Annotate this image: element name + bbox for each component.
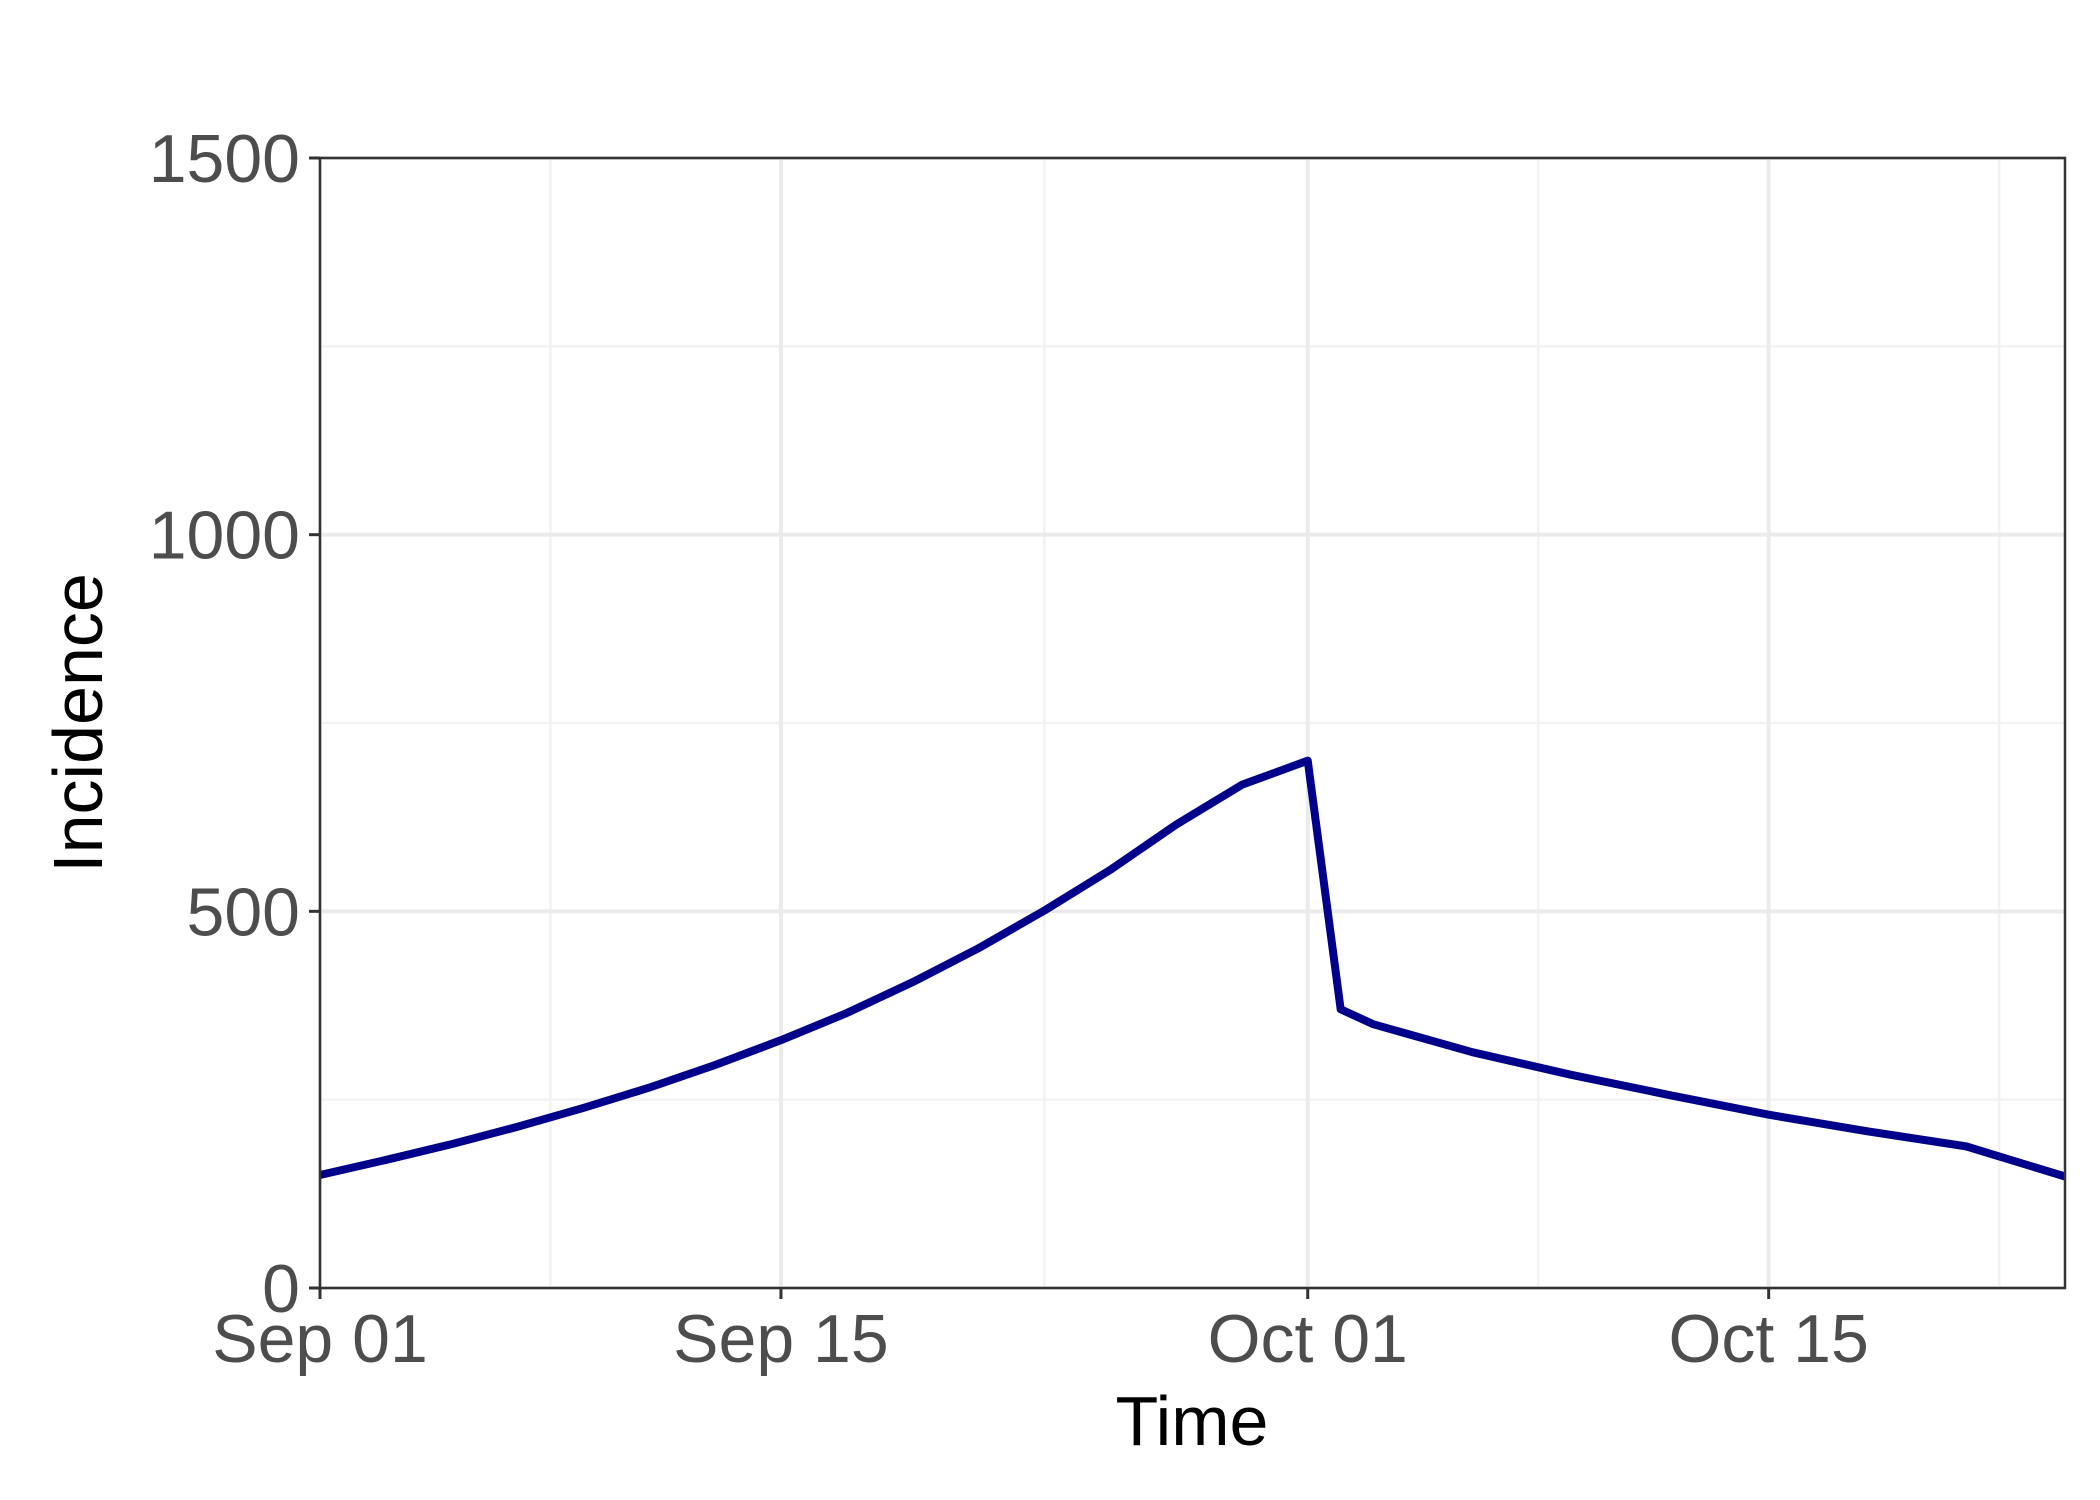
plot-panel-border xyxy=(318,156,2067,1290)
incidence-series-line xyxy=(319,756,2067,1181)
y-tick-label: 500 xyxy=(187,874,300,950)
axes: 0 500 1000 1500 Sep 01 Sep 15 Oct 01 Oct 15 xyxy=(149,121,1869,1377)
x-tick-label: Sep 15 xyxy=(673,1301,889,1377)
x-axis-title: Time xyxy=(1116,1382,1269,1460)
x-tick-label: Oct 15 xyxy=(1669,1301,1869,1377)
y-tick-label: 0 xyxy=(262,1251,300,1327)
y-axis-title: Incidence xyxy=(39,573,117,873)
x-tick-label: Oct 01 xyxy=(1208,1301,1408,1377)
x-tick-label: Sep 01 xyxy=(212,1301,428,1377)
y-tick-label: 1000 xyxy=(149,498,300,574)
y-tick-label: 1500 xyxy=(149,121,300,197)
series-layer xyxy=(319,756,2067,1181)
